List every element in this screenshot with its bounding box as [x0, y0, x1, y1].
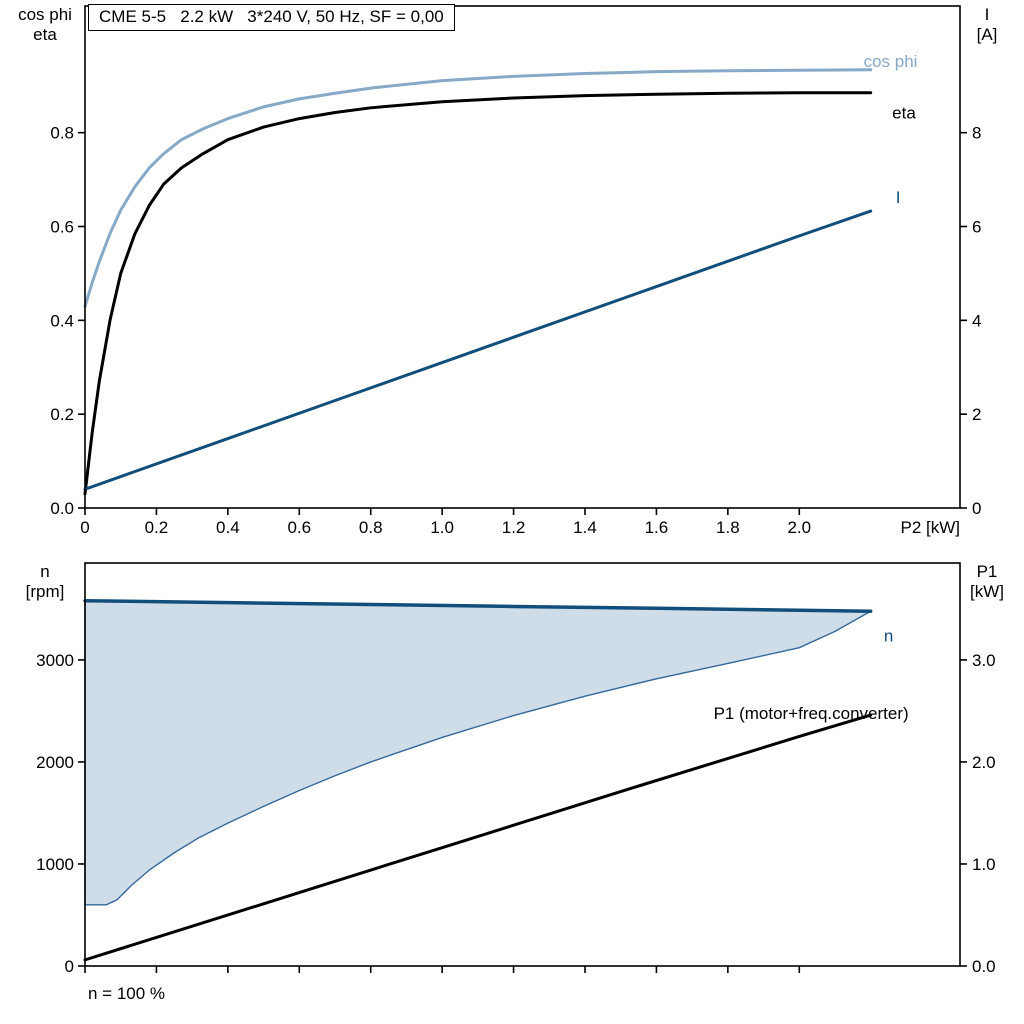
y-left-tick-label: 0.0	[50, 499, 74, 518]
chart-group: 0 0.2 0.4 0.6 0.8 1.0 1.2 1.4 1.6 1.8 2.0 P2 [kW] 0.…	[18, 5, 997, 537]
y-left-tick-label: 0.8	[50, 124, 74, 143]
footer-note: n = 100 %	[88, 984, 166, 1003]
x-tick-label: 0.6	[287, 518, 311, 537]
right-axis-title: I	[985, 5, 990, 24]
y-left-tick-label: 0.2	[50, 405, 74, 424]
x-tick-label: 1.8	[716, 518, 740, 537]
x-tick-label: 0.8	[359, 518, 383, 537]
curve-label-eta: eta	[892, 104, 916, 123]
region-speed-control-range	[84, 600, 872, 906]
plot-frame	[84, 5, 961, 509]
y-right-tick-label: 8	[972, 124, 981, 143]
y-left-tick-label: 2000	[36, 753, 74, 772]
curve-label-n: n	[884, 627, 893, 646]
right-axis-title: [kW]	[970, 582, 1004, 601]
n-curve	[83, 598, 873, 614]
y-left-tick-label: 0.4	[50, 311, 74, 330]
x-tick-label: 0.2	[145, 518, 169, 537]
y-left-tick-label: 1000	[36, 855, 74, 874]
x-axis-unit-label: P2 [kW]	[900, 518, 960, 537]
y-right-tick-label: 2.0	[972, 753, 996, 772]
x-tick-label: 2.0	[787, 518, 811, 537]
eta-curve	[83, 91, 873, 496]
chart-title-box: CME 5-5 2.2 kW 3*240 V, 50 Hz, SF = 0,00	[88, 4, 455, 31]
plot-frame	[84, 562, 961, 967]
y-right-tick-label: 4	[972, 311, 981, 330]
y-right-tick-label: 0.0	[972, 957, 996, 976]
right-axis-title: [A]	[977, 25, 998, 44]
i-curve	[83, 209, 873, 491]
y-left-tick-label: 0.6	[50, 218, 74, 237]
curve-label-i: I	[896, 188, 901, 207]
x-tick-label: 1.2	[502, 518, 526, 537]
curve-label-cos-phi: cos phi	[864, 52, 918, 71]
chart-group: 01000200030000.01.02.03.0n[rpm]P1[kW]nP1…	[26, 562, 1004, 976]
y-right-tick-label: 6	[972, 218, 981, 237]
y-right-tick-label: 1.0	[972, 855, 996, 874]
left-axis-title: [rpm]	[26, 582, 65, 601]
x-tick-label: 1.0	[430, 518, 454, 537]
y-left-tick-label: 3000	[36, 651, 74, 670]
left-axis-title: eta	[33, 25, 57, 44]
y-right-tick-label: 3.0	[972, 651, 996, 670]
left-axis-title: cos phi	[18, 5, 72, 24]
x-tick-label: 1.4	[573, 518, 597, 537]
y-left-tick-label: 0	[65, 957, 74, 976]
x-tick-label: 1.6	[645, 518, 669, 537]
y-right-tick-label: 2	[972, 405, 981, 424]
x-tick-label: 0.4	[216, 518, 240, 537]
x-tick-label: 0	[80, 518, 89, 537]
left-axis-title: n	[40, 562, 49, 581]
cos-phi-curve	[83, 68, 873, 308]
curve-label-p1-motor-freq-converter: P1 (motor+freq.converter)	[714, 704, 909, 723]
right-axis-title: P1	[977, 562, 998, 581]
y-right-tick-label: 0	[972, 499, 981, 518]
p1-motor-freq-converter-curve	[83, 713, 873, 962]
